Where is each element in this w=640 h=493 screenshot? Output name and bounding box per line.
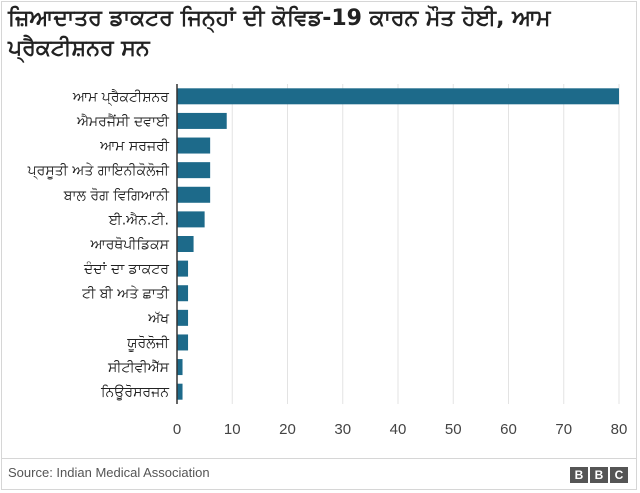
bar (177, 88, 619, 105)
bar (177, 137, 211, 154)
category-label: ਆਰਥੋਪੀਡਿਕਸ (89, 237, 169, 253)
chart-title: ਜ਼ਿਆਦਾਤਰ ਡਾਕਟਰ ਜਿਨ੍ਹਾਂ ਦੀ ਕੋਵਿਡ-19 ਕਾਰਨ … (8, 6, 551, 61)
bar (177, 236, 194, 252)
x-tick-label: 20 (279, 421, 296, 438)
category-label: ਟੀ ਬੀ ਅਤੇ ਛਾਤੀ (81, 286, 170, 302)
category-label: ਨਿਊਰੋਸਰਜਨ (100, 385, 169, 401)
x-tick-label: 70 (555, 421, 572, 438)
bar (177, 383, 183, 400)
category-label: ਯੂਰੋਲੋਜੀ (126, 335, 170, 351)
logo-block: B (590, 467, 608, 483)
logo-block: B (570, 467, 588, 483)
x-tick-label: 50 (445, 421, 462, 438)
category-label: ਐਮਰਜੈਂਸੀ ਦਵਾਈ (76, 113, 170, 130)
footer-divider (1, 458, 637, 459)
x-tick-label: 80 (611, 421, 628, 438)
category-label: ਦੰਦਾਂ ਦਾ ਡਾਕਟਰ (83, 261, 169, 278)
bbc-logo: B B C (570, 467, 628, 483)
bar (177, 186, 211, 203)
bar (177, 359, 183, 376)
bar (177, 309, 189, 326)
category-label: ਈ.ਐਨ.ਟੀ. (108, 211, 169, 228)
x-tick-label: 0 (173, 421, 181, 438)
x-tick-label: 30 (334, 421, 351, 438)
logo-block: C (610, 467, 628, 483)
bar (177, 260, 189, 277)
category-label: ਆਮ ਪ੍ਰੈਕਟੀਸ਼ਨਰ (72, 88, 169, 106)
category-label: ਅੱਖ (147, 311, 170, 327)
x-tick-label: 60 (500, 421, 517, 438)
category-label: ਆਮ ਸਰਜਰੀ (99, 139, 170, 155)
source-note: Source: Indian Medical Association (8, 465, 210, 480)
category-label: ਬਾਲ ਰੋਗ ਵਿਗਿਆਨੀ (63, 188, 170, 204)
category-label: ਪ੍ਰਸੂਤੀ ਅਤੇ ਗਾਇਨੀਕੋਲੋਜੀ (27, 163, 170, 180)
bar (177, 211, 205, 228)
bar (177, 334, 189, 351)
category-label: ਸੀਟੀਵੀਐੱਸ (107, 359, 170, 376)
x-tick-label: 10 (224, 421, 241, 438)
bar (177, 112, 227, 129)
bar (177, 162, 211, 179)
bar (177, 285, 189, 302)
x-tick-label: 40 (390, 421, 407, 438)
